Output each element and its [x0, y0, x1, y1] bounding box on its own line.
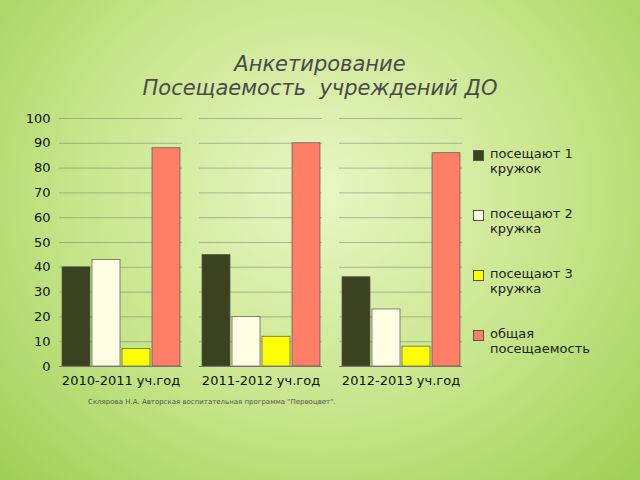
html-text:посещают 3 кружка: посещают 3 кружка	[490, 266, 573, 296]
svg-text:2012-2013 уч.год: 2012-2013 уч.год	[342, 373, 460, 388]
svg-text:40: 40	[34, 259, 51, 274]
svg-text:0: 0	[42, 359, 50, 374]
html-text:посещают 1 кружок: посещают 1 кружок	[490, 146, 573, 176]
svg-text:2010-2011 уч.год: 2010-2011 уч.год	[62, 373, 180, 388]
svg-text:20: 20	[34, 309, 51, 324]
svg-text:90: 90	[34, 135, 51, 150]
html-text:Анкетирование: Анкетирование	[234, 52, 406, 76]
html-text:Посещаемость учреждений ДО: Посещаемость учреждений ДО	[142, 76, 498, 100]
svg-text:30: 30	[34, 284, 51, 299]
html-text:посещают 2 кружка: посещают 2 кружка	[490, 206, 573, 236]
html-text:общая посещаемость: общая посещаемость	[490, 326, 590, 356]
html-text:Склярова Н.А. Авторская воспит: Склярова Н.А. Авторская воспитательная п…	[88, 398, 336, 406]
svg-text:60: 60	[34, 210, 51, 225]
svg-text:100: 100	[26, 111, 51, 126]
svg-text:2011-2012 уч.год: 2011-2012 уч.год	[202, 373, 320, 388]
svg-text:80: 80	[34, 160, 51, 175]
svg-text:50: 50	[34, 235, 51, 250]
svg-text:70: 70	[34, 185, 51, 200]
svg-text:10: 10	[34, 334, 51, 349]
